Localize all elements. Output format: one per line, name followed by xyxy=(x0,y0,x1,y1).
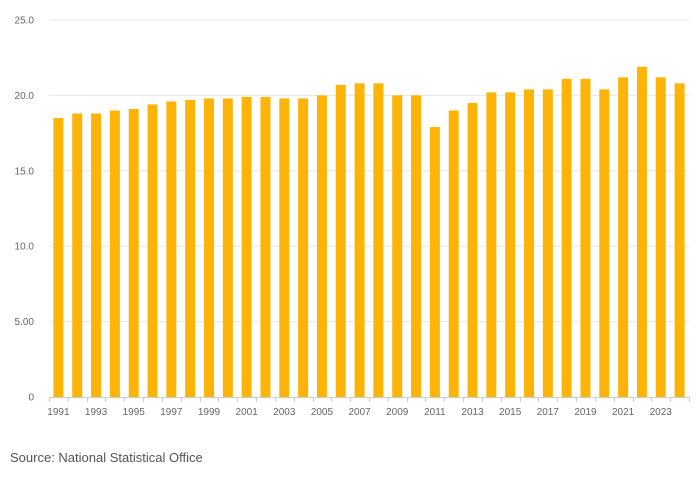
bar-2016 xyxy=(524,89,534,398)
x-tick-label: 2009 xyxy=(386,407,409,418)
x-tick-label: 2015 xyxy=(499,407,522,418)
x-tick-label: 2023 xyxy=(650,407,673,418)
y-tick-label: 20.0 xyxy=(15,91,35,102)
bar-1999 xyxy=(204,98,214,397)
y-tick-label: 0 xyxy=(28,393,34,404)
bar-2009 xyxy=(392,95,403,398)
y-tick-label: 5.00 xyxy=(15,317,35,328)
bar-2023 xyxy=(655,77,666,397)
bar-2024 xyxy=(674,83,685,397)
x-tick-label: 2019 xyxy=(574,407,597,418)
bar-2002 xyxy=(260,96,271,398)
bar-2006 xyxy=(335,84,346,398)
bar-2010 xyxy=(411,95,422,398)
bar-2004 xyxy=(298,98,309,397)
bar-2003 xyxy=(279,98,290,397)
bar-2022 xyxy=(636,66,647,398)
bar-1991 xyxy=(53,118,64,398)
x-axis-labels: 1991 1993 1995 1997 1999 2001 2003 2005 2007 2009… xyxy=(47,407,672,418)
gridlines xyxy=(49,19,689,323)
bar-2019 xyxy=(580,78,591,397)
x-tick-label: 2011 xyxy=(424,407,446,418)
x-tick-label: 2001 xyxy=(236,407,259,418)
bar-1995 xyxy=(128,108,139,398)
x-tick-label: 1999 xyxy=(198,407,221,418)
bar-2021 xyxy=(618,77,629,397)
y-tick-label: 25.0 xyxy=(15,16,35,27)
bar-2011 xyxy=(429,127,440,398)
x-tick-label: 1991 xyxy=(47,407,70,418)
x-tick-label: 2007 xyxy=(348,407,371,418)
bar-1998 xyxy=(185,99,196,397)
bar-1997 xyxy=(166,101,177,397)
bar-2013 xyxy=(467,102,478,397)
bar-2018 xyxy=(561,78,572,397)
bar-2001 xyxy=(241,96,252,398)
bar-1994 xyxy=(109,110,120,397)
bar-2015 xyxy=(505,92,516,397)
bar-2017 xyxy=(542,89,553,398)
y-tick-label: 15.0 xyxy=(15,166,35,177)
bar-1996 xyxy=(147,104,158,397)
x-tick-label: 2021 xyxy=(612,407,635,418)
y-tick-label: 10.0 xyxy=(15,242,35,253)
x-tick-label: 2017 xyxy=(537,407,560,418)
x-axis xyxy=(49,397,690,402)
bar-2007 xyxy=(354,83,365,397)
bars xyxy=(53,66,685,398)
x-tick-label: 1997 xyxy=(160,407,183,418)
bar-2005 xyxy=(316,95,327,398)
x-tick-label: 2013 xyxy=(461,407,484,418)
bar-2000 xyxy=(222,98,233,397)
bar-2012 xyxy=(448,110,459,397)
bar-2008 xyxy=(373,83,384,397)
bar-1992 xyxy=(72,113,83,397)
x-tick-label: 2005 xyxy=(311,407,334,418)
y-axis-labels: 0 5.00 10.0 15.0 20.0 25.0 xyxy=(15,16,35,404)
bar-2020 xyxy=(599,89,610,398)
x-tick-label: 2003 xyxy=(273,407,296,418)
bar-2014 xyxy=(486,92,497,397)
x-tick-label: 1995 xyxy=(123,407,146,418)
source-note: Source: National Statistical Office xyxy=(10,450,203,465)
x-tick-label: 1993 xyxy=(85,407,108,418)
bar-1993 xyxy=(91,113,102,397)
